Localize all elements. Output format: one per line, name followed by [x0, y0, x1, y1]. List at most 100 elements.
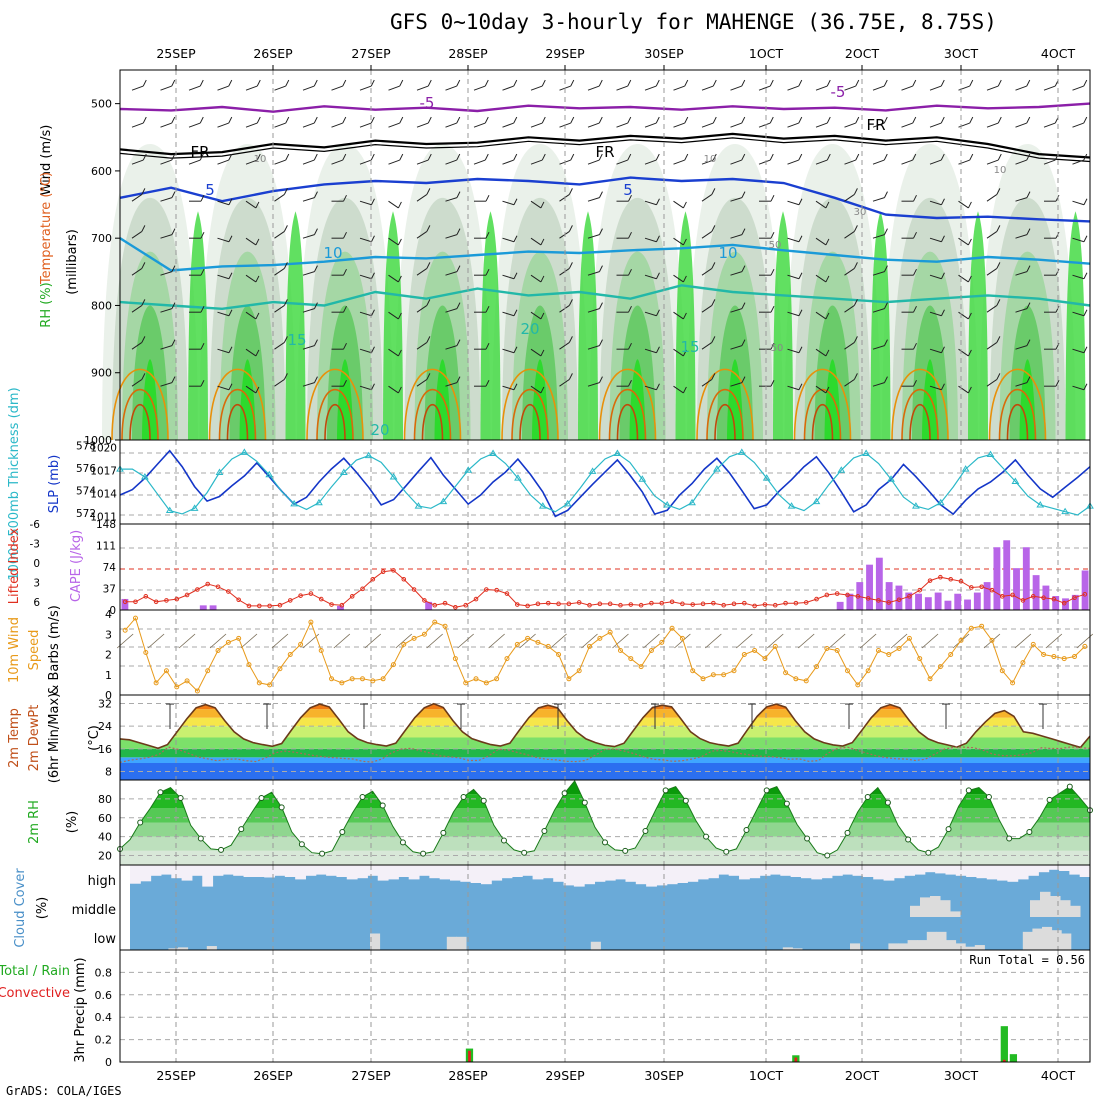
wind-barb [587, 122, 600, 128]
rh-marker [379, 802, 386, 809]
wind-barb [388, 122, 400, 128]
wind-barb-flag [656, 346, 660, 353]
wind-barb [302, 159, 315, 165]
rh-plume [337, 359, 353, 440]
lifted-marker [545, 600, 551, 606]
wind-barb [673, 311, 684, 320]
isotherm-warm [316, 388, 354, 441]
wind-barb [958, 348, 969, 357]
wind-barb [502, 122, 514, 128]
wind-barb [787, 311, 800, 317]
wind-speed-marker [566, 676, 572, 682]
wind-barb [872, 308, 885, 313]
wind-barb-flag [568, 299, 573, 306]
cloud-cell [914, 865, 926, 875]
wind-barb-flag [712, 79, 717, 87]
wind-barb [986, 304, 998, 313]
wind-barb [388, 311, 399, 320]
wind-speed-marker [225, 639, 231, 645]
lifted-line [125, 569, 1085, 608]
isotherm-warm [909, 404, 931, 441]
y-tick-label: 1000 [84, 434, 112, 447]
wind-barb [701, 378, 713, 387]
wind-speed-marker [432, 619, 438, 625]
wind-barb-flag [200, 231, 205, 239]
rh-pct-label: RH (%) [39, 282, 54, 327]
cloud-cell [206, 946, 217, 950]
rh-marker [238, 826, 245, 833]
wind-barb-flag [826, 116, 831, 124]
wind-barb-flag [741, 339, 746, 346]
cloud-cell [997, 865, 1008, 881]
date-label-top: 28SEP [448, 46, 488, 61]
total-rain-label: Total / Rain [0, 964, 70, 979]
y-tick-label: 700 [91, 232, 112, 245]
wind-speed-marker [648, 647, 654, 653]
cloud-row-label: middle [72, 903, 116, 918]
cape-bar [1022, 547, 1030, 610]
wind-barb [815, 85, 828, 91]
wind-barb-flag [171, 339, 176, 346]
wind-barb-flag [540, 386, 545, 394]
rh-marker [177, 794, 184, 801]
convective-bar [468, 1050, 471, 1062]
contour-label: 10 [718, 244, 737, 262]
cloud-cell [1050, 896, 1061, 917]
lifted-marker [164, 598, 169, 603]
wind-barb [445, 271, 458, 276]
wind-barb [245, 385, 257, 394]
lifted-marker [855, 594, 861, 599]
wind-barb-flag [285, 79, 290, 87]
precip-bar [1009, 1054, 1018, 1062]
rh-marker [864, 794, 871, 800]
lifted-marker [339, 602, 345, 608]
wind-speed-marker [896, 645, 902, 651]
wind-speed-marker [1051, 654, 1057, 660]
lifted-marker [814, 596, 819, 602]
date-label-top: 26SEP [253, 46, 293, 61]
rh-marker [500, 837, 507, 844]
date-label-top: 27SEP [351, 46, 391, 61]
wind-barb [986, 85, 999, 91]
wind-barb [986, 267, 998, 276]
wind-barb-flag [456, 228, 461, 235]
temp-band [120, 717, 1090, 727]
date-label-bottom: 26SEP [253, 1068, 293, 1083]
wind-barb-flag [427, 153, 432, 161]
dewpoint-line [119, 746, 1091, 763]
cape-bar [836, 601, 844, 610]
contour-label: 20 [520, 320, 539, 338]
lifted-marker [380, 569, 386, 575]
lifted-marker [948, 576, 953, 582]
isotherm-warm [306, 368, 364, 441]
wind-barb-flag [798, 79, 803, 87]
cloud-cell [542, 865, 554, 879]
wind-speed-marker [659, 639, 665, 645]
wind-barb [559, 230, 570, 239]
wind-barb [1043, 85, 1056, 91]
cloud-cell [898, 943, 909, 950]
rh-marker [480, 797, 487, 804]
upper-air-frame [119, 69, 1091, 441]
cloud-cell [1070, 905, 1081, 917]
wind-speed-marker [803, 678, 809, 684]
wind-speed-marker [958, 637, 964, 643]
cloud-cell [1032, 928, 1043, 950]
wind-speed-marker [793, 676, 799, 682]
chart-title: GFS 0~10day 3-hourly for MAHENGE (36.75E… [390, 10, 997, 34]
wind-barb-flag [599, 191, 603, 198]
temp-unit-label: (°C) [87, 725, 102, 751]
wind-barb [388, 200, 399, 209]
wind-barb [473, 85, 486, 91]
cape-bar [1052, 596, 1060, 610]
wind-barb-flag [798, 235, 803, 242]
wind-speed-marker [194, 688, 200, 694]
wind-speed-marker [514, 641, 520, 647]
wind-barb [388, 85, 400, 91]
temp-band [120, 709, 1090, 718]
wind-barb-flag [940, 79, 945, 87]
wind-barb-flag [171, 302, 176, 309]
lifted-marker [793, 600, 799, 606]
thickness-tick: 576 [76, 463, 96, 475]
wind-barb-flag [741, 228, 746, 235]
